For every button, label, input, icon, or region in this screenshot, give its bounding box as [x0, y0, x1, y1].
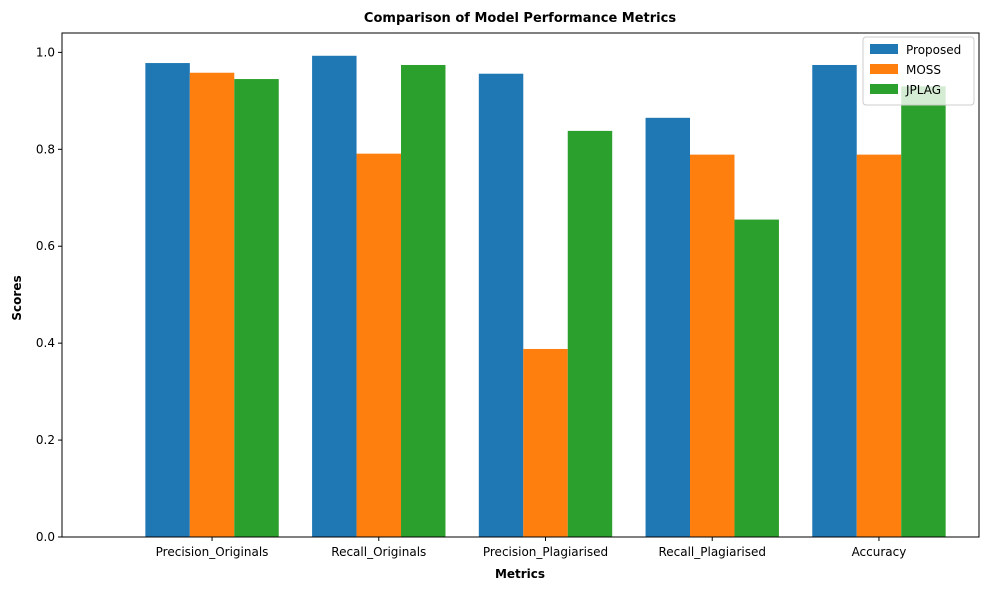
legend-swatch-jplag [870, 84, 898, 94]
legend-label-moss: MOSS [906, 63, 941, 77]
bar-moss-recall-originals [357, 154, 401, 537]
chart-title: Comparison of Model Performance Metrics [364, 11, 676, 26]
bar-jplag-accuracy [901, 86, 945, 537]
bar-moss-accuracy [857, 155, 901, 537]
y-tick-label: 0.0 [36, 530, 55, 544]
y-tick-label: 0.6 [36, 239, 55, 253]
x-tick-label: Accuracy [852, 545, 907, 559]
bar-moss-precision-plagiarised [523, 349, 567, 537]
legend-label-jplag: JPLAG [905, 83, 941, 97]
legend-label-proposed: Proposed [906, 43, 961, 57]
x-axis-label: Metrics [495, 567, 545, 581]
x-tick-label: Recall_Plagiarised [658, 545, 766, 559]
y-tick-label: 1.0 [36, 45, 55, 59]
bar-jplag-recall-originals [401, 65, 445, 537]
legend-swatch-proposed [870, 44, 898, 54]
bar-jplag-precision-plagiarised [568, 131, 612, 537]
y-tick-label: 0.8 [36, 142, 55, 156]
y-tick-label: 0.4 [36, 336, 55, 350]
legend: Proposed MOSS JPLAG [863, 37, 974, 105]
x-tick-label: Recall_Originals [331, 545, 426, 559]
legend-swatch-moss [870, 64, 898, 74]
bar-proposed-recall-plagiarised [646, 118, 690, 537]
bar-jplag-recall-plagiarised [734, 220, 778, 537]
y-axis-label: Scores [10, 275, 24, 320]
x-tick-label: Precision_Originals [156, 545, 269, 559]
bar-proposed-recall-originals [312, 56, 356, 537]
bars-group [145, 56, 945, 537]
y-tick-label: 0.2 [36, 433, 55, 447]
bar-moss-precision-originals [190, 73, 234, 537]
bar-proposed-precision-plagiarised [479, 74, 523, 537]
bar-proposed-precision-originals [145, 63, 189, 537]
x-tick-label: Precision_Plagiarised [483, 545, 608, 559]
bar-proposed-accuracy [812, 65, 856, 537]
bar-moss-recall-plagiarised [690, 155, 734, 537]
bar-jplag-precision-originals [234, 79, 278, 537]
